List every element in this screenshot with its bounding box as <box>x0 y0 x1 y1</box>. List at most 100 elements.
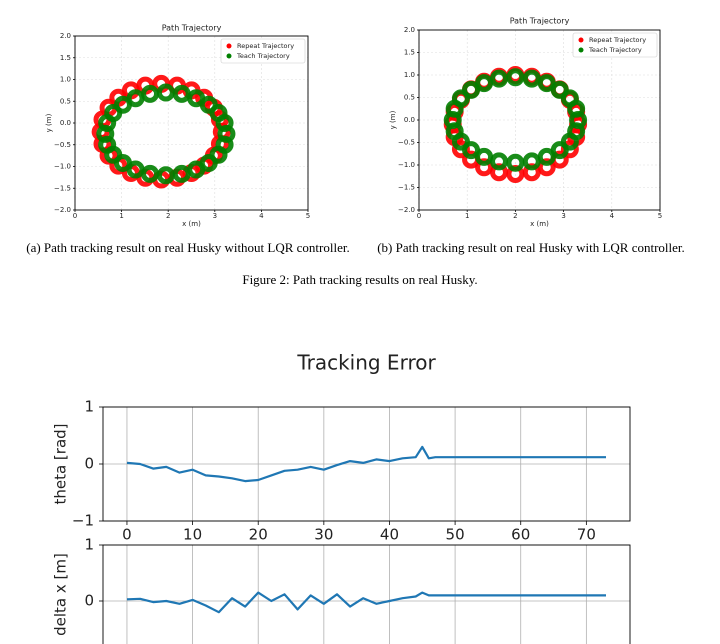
scatter-point <box>537 158 556 177</box>
scatter-point <box>522 69 541 88</box>
x-tick-label: 5 <box>658 212 662 220</box>
legend-label: Teach Trajectory <box>588 46 642 54</box>
x-tick-label: 10 <box>183 526 202 544</box>
legend-box <box>220 38 306 64</box>
y-tick-label: −1.5 <box>398 184 415 192</box>
y-tick-label: 0.5 <box>404 94 415 102</box>
x-tick-label: 4 <box>610 212 615 220</box>
scatter-point <box>490 69 509 88</box>
y-tick-label: 1.5 <box>60 54 71 62</box>
caption-a: (a) Path tracking result on real Husky w… <box>26 240 349 255</box>
x-tick-label: 50 <box>446 526 465 544</box>
scatter-point <box>141 84 160 103</box>
scatter-point <box>550 80 569 99</box>
x-tick-label: 4 <box>259 212 264 220</box>
y-tick-label: 1 <box>84 536 94 554</box>
x-tick-label: 3 <box>561 212 565 220</box>
x-tick-label: 20 <box>249 526 268 544</box>
y-tick-label: −1.0 <box>398 161 415 169</box>
scatter-point <box>156 166 175 185</box>
chart-title: Path Trajectory <box>162 24 222 33</box>
x-axis-label: x (m) <box>182 220 201 228</box>
y-tick-label: 1.0 <box>60 76 71 84</box>
x-tick-label: 40 <box>380 526 399 544</box>
y-tick-label: 2.0 <box>404 26 415 34</box>
scatter-point <box>490 152 509 171</box>
x-tick-label: 1 <box>119 212 123 220</box>
x-tick-label: 30 <box>314 526 333 544</box>
scatter-point <box>172 164 191 183</box>
scatter-point <box>462 141 481 160</box>
y-tick-label: 0 <box>84 592 94 610</box>
scatter-point <box>215 135 234 154</box>
x-tick-label: 0 <box>122 526 132 544</box>
y-tick-label: 0.0 <box>60 119 71 127</box>
legend-label: Teach Trajectory <box>236 52 290 60</box>
x-tick-label: 0 <box>73 212 77 220</box>
y-tick-label: −0.5 <box>54 141 71 149</box>
y-tick-label: 2.0 <box>60 32 71 40</box>
data-line <box>126 445 606 483</box>
y-axis-label: delta x [m] <box>52 553 70 636</box>
axes-frame <box>418 29 661 211</box>
legend-box <box>572 32 658 58</box>
scatter-point <box>537 74 556 93</box>
y-tick-label: −1.5 <box>54 184 71 192</box>
x-tick-label: 60 <box>511 526 530 544</box>
legend-label: Repeat Trajectory <box>237 42 294 50</box>
x-tick-label: 2 <box>513 212 517 220</box>
figure-caption: Figure 2: Path tracking results on real … <box>242 272 477 287</box>
legend-label: Repeat Trajectory <box>589 36 646 44</box>
axes-frame <box>74 35 309 211</box>
legend-marker <box>578 47 584 53</box>
axes-frame <box>102 544 631 644</box>
y-tick-label: −1.0 <box>54 163 71 171</box>
y-axis-label: y (m) <box>389 110 397 129</box>
scatter-point <box>475 74 494 93</box>
caption-b: (b) Path tracking result on real Husky w… <box>377 240 685 255</box>
y-axis-label: theta [rad] <box>52 423 70 504</box>
chart-title: Path Trajectory <box>510 17 570 26</box>
scatter-point <box>126 160 145 179</box>
scatter-point <box>462 80 481 99</box>
x-tick-label: 0 <box>417 212 421 220</box>
legend-marker <box>578 37 584 43</box>
x-tick-label: 5 <box>306 212 310 220</box>
scatter-point <box>567 122 586 141</box>
x-tick-label: 1 <box>465 212 469 220</box>
y-tick-label: 0.0 <box>404 116 415 124</box>
axes-frame <box>102 406 631 522</box>
scatter-point <box>537 147 556 166</box>
y-tick-label: 1 <box>84 398 94 416</box>
data-line <box>126 591 606 614</box>
scatter-point <box>475 147 494 166</box>
x-tick-label: 70 <box>577 526 596 544</box>
scatter-point <box>506 153 525 172</box>
y-axis-label: y (m) <box>45 113 53 132</box>
scatter-point <box>141 164 160 183</box>
scatter-point <box>451 132 470 151</box>
y-tick-label: 0 <box>84 455 94 473</box>
scatter-point <box>451 140 470 159</box>
scatter-point <box>187 89 206 108</box>
x-tick-label: 2 <box>166 212 170 220</box>
chart-title: Tracking Error <box>296 351 436 375</box>
x-axis-label: x (m) <box>530 220 549 228</box>
legend-marker <box>226 43 232 49</box>
y-tick-label: 1.0 <box>404 71 415 79</box>
y-tick-label: −1 <box>72 512 94 530</box>
scatter-point <box>560 89 579 108</box>
y-tick-label: −2.0 <box>54 206 71 214</box>
legend-marker <box>226 53 232 59</box>
scatter-point <box>172 84 191 103</box>
scatter-point <box>475 158 494 177</box>
x-tick-label: 3 <box>213 212 217 220</box>
y-tick-label: −2.0 <box>398 206 415 214</box>
y-tick-label: 0.5 <box>60 97 71 105</box>
y-tick-label: −0.5 <box>398 139 415 147</box>
scatter-point <box>506 68 525 87</box>
scatter-point <box>522 152 541 171</box>
scatter-point <box>550 141 569 160</box>
